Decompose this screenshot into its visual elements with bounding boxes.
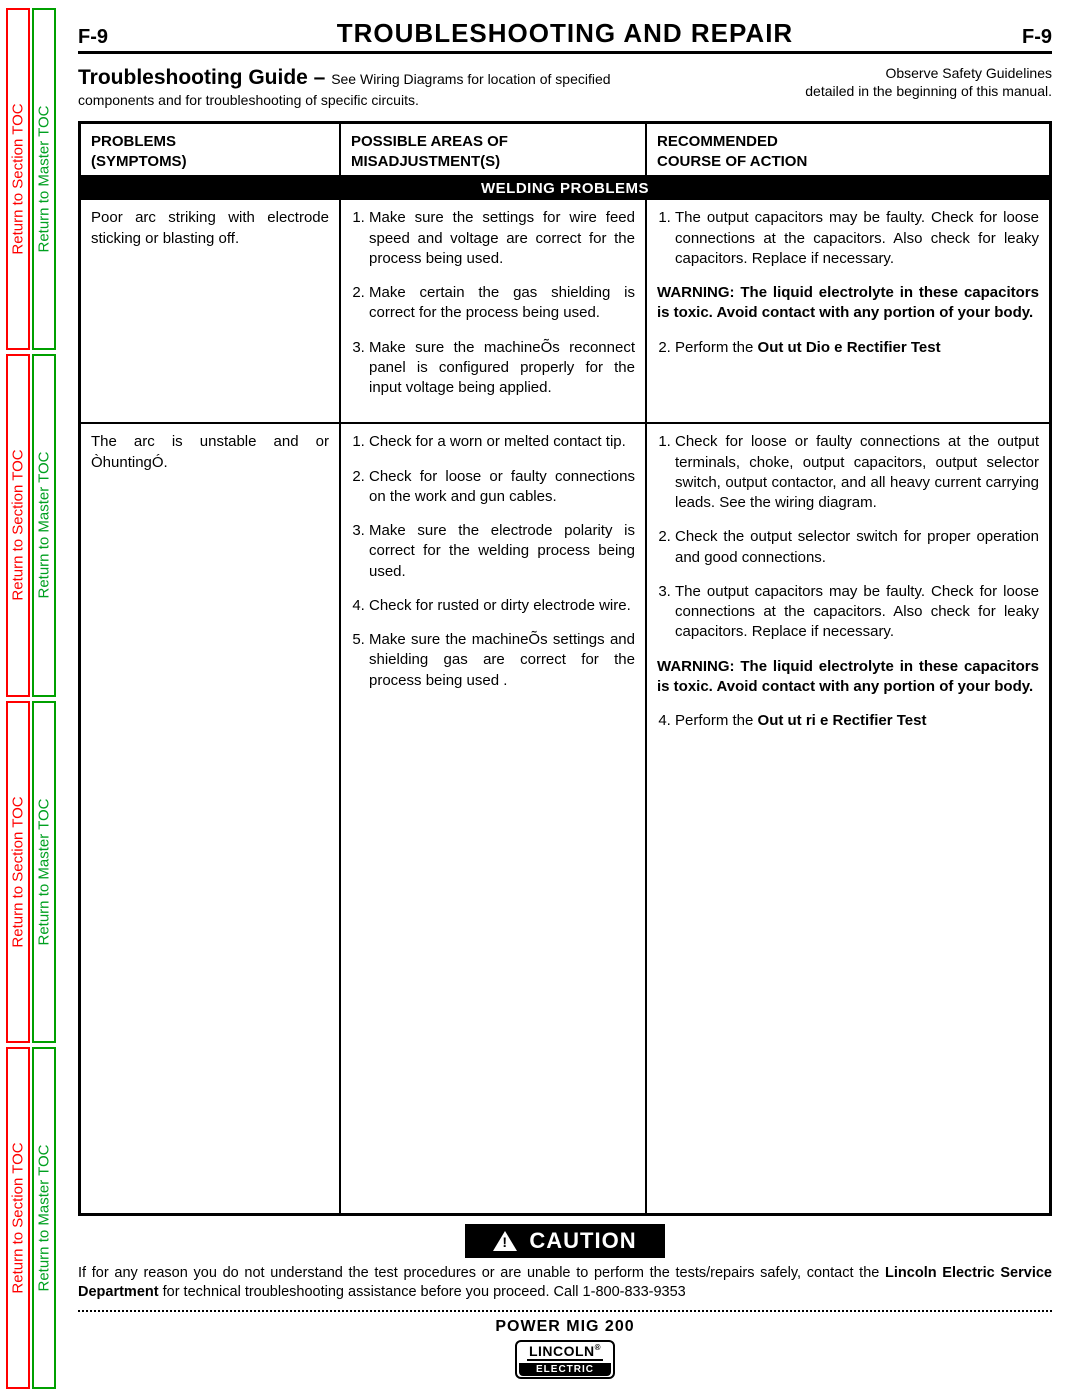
list-item: Check for loose or faulty connections on… <box>369 467 635 508</box>
logo-top-text: LINCOLN <box>529 1343 595 1359</box>
list-item: Perform the Out ut ri e Rectifier Test <box>675 711 1039 731</box>
col2-line2: MISADJUSTMENT(S) <box>351 153 500 170</box>
master-toc-label: Return to Master TOC <box>36 106 53 253</box>
section-toc-link[interactable]: Return to Section TOC <box>6 8 30 350</box>
category-banner: WELDING PROBLEMS <box>81 177 1049 200</box>
list-item: Check for rusted or dirty electrode wire… <box>369 596 635 616</box>
guide-title: Troubleshooting Guide <box>78 66 308 89</box>
list-item: Check the output selector switch for pro… <box>675 527 1039 568</box>
intro-row: Troubleshooting Guide – See Wiring Diagr… <box>78 64 1052 109</box>
safety-line1: Observe Safety Guidelines <box>885 65 1052 81</box>
section-toc-column: Return to Section TOC Return to Section … <box>6 6 30 1391</box>
logo-reg: ® <box>595 1343 601 1352</box>
col2-line1: POSSIBLE AREAS OF <box>351 133 508 150</box>
master-toc-link[interactable]: Return to Master TOC <box>32 1047 56 1389</box>
guide-intro: Troubleshooting Guide – See Wiring Diagr… <box>78 64 689 109</box>
troubleshooting-table: PROBLEMS (SYMPTOMS) POSSIBLE AREAS OF MI… <box>78 121 1052 1215</box>
col3-line1: RECOMMENDED <box>657 133 778 150</box>
page-content: F-9 TROUBLESHOOTING AND REPAIR F-9 Troub… <box>78 18 1052 1379</box>
list-item: Check for a worn or melted contact tip. <box>369 432 635 452</box>
page-footer: POWER MIG 200 LINCOLN® ELECTRIC <box>78 1318 1052 1379</box>
action-cell: Check for loose or faulty connections at… <box>647 424 1049 1212</box>
warning-text: WARNING: The liquid electrolyte in these… <box>657 657 1039 698</box>
caution-label: CAUTION <box>529 1228 636 1254</box>
model-number: POWER MIG 200 <box>78 1318 1052 1336</box>
action-prefix: Perform the <box>675 712 758 729</box>
problem-cell: The arc is unstable and or ÒhuntingÓ. <box>81 424 341 1212</box>
table-row: Poor arc striking with electrode stickin… <box>81 200 1049 422</box>
list-item: The output capacitors may be faulty. Che… <box>675 208 1039 269</box>
master-toc-link[interactable]: Return to Master TOC <box>32 701 56 1043</box>
col-header-action: RECOMMENDED COURSE OF ACTION <box>647 124 1049 175</box>
logo-sub: ELECTRIC <box>519 1363 611 1376</box>
list-item: Make certain the gas shielding is correc… <box>369 283 635 324</box>
side-toc-tabs: Return to Section TOC Return to Section … <box>6 6 58 1391</box>
section-toc-label: Return to Section TOC <box>10 796 27 947</box>
lincoln-logo: LINCOLN® ELECTRIC <box>515 1340 615 1379</box>
list-item: Check for loose or faulty connections at… <box>675 432 1039 513</box>
divider <box>78 1310 1052 1312</box>
caution-section: CAUTION <box>78 1224 1052 1258</box>
logo-brand: LINCOLN® <box>527 1344 603 1361</box>
master-toc-label: Return to Master TOC <box>36 452 53 599</box>
list-item: Make sure the machineÕs settings and shi… <box>369 630 635 691</box>
table-header-row: PROBLEMS (SYMPTOMS) POSSIBLE AREAS OF MI… <box>81 124 1049 177</box>
section-toc-label: Return to Section TOC <box>10 450 27 601</box>
caution-before: If for any reason you do not understand … <box>78 1265 885 1281</box>
action-cell: The output capacitors may be faulty. Che… <box>647 200 1049 422</box>
section-toc-label: Return to Section TOC <box>10 1142 27 1293</box>
master-toc-link[interactable]: Return to Master TOC <box>32 8 56 350</box>
section-toc-link[interactable]: Return to Section TOC <box>6 701 30 1043</box>
warning-text: WARNING: The liquid electrolyte in these… <box>657 283 1039 324</box>
problem-cell: Poor arc striking with electrode stickin… <box>81 200 341 422</box>
action-prefix: Perform the <box>675 339 758 356</box>
section-toc-link[interactable]: Return to Section TOC <box>6 1047 30 1389</box>
master-toc-link[interactable]: Return to Master TOC <box>32 354 56 696</box>
caution-after: for technical troubleshooting assistance… <box>159 1284 686 1300</box>
caution-text: If for any reason you do not understand … <box>78 1264 1052 1302</box>
page-number-left: F-9 <box>78 26 108 49</box>
page-title: TROUBLESHOOTING AND REPAIR <box>337 18 793 49</box>
col1-line2: (SYMPTOMS) <box>91 153 187 170</box>
list-item: The output capacitors may be faulty. Che… <box>675 582 1039 643</box>
page-header: F-9 TROUBLESHOOTING AND REPAIR F-9 <box>78 18 1052 54</box>
master-toc-column: Return to Master TOC Return to Master TO… <box>32 6 56 1391</box>
col-header-misadjust: POSSIBLE AREAS OF MISADJUSTMENT(S) <box>341 124 647 175</box>
col-header-problems: PROBLEMS (SYMPTOMS) <box>81 124 341 175</box>
safety-note: Observe Safety Guidelines detailed in th… <box>689 64 1052 109</box>
table-body: Poor arc striking with electrode stickin… <box>81 200 1049 1212</box>
caution-badge: CAUTION <box>465 1224 664 1258</box>
warning-triangle-icon <box>493 1231 517 1251</box>
list-item: Make sure the machineÕs reconnect panel … <box>369 338 635 399</box>
action-bold: Out ut Dio e Rectifier Test <box>758 339 941 356</box>
master-toc-label: Return to Master TOC <box>36 798 53 945</box>
misadjust-cell: Make sure the settings for wire feed spe… <box>341 200 647 422</box>
col1-line1: PROBLEMS <box>91 133 176 150</box>
misadjust-cell: Check for a worn or melted contact tip. … <box>341 424 647 1212</box>
list-item: Perform the Out ut Dio e Rectifier Test <box>675 338 1039 358</box>
section-toc-label: Return to Section TOC <box>10 104 27 255</box>
safety-line2: detailed in the beginning of this manual… <box>805 83 1052 99</box>
master-toc-label: Return to Master TOC <box>36 1144 53 1291</box>
action-bold: Out ut ri e Rectifier Test <box>758 712 927 729</box>
guide-dash: – <box>308 66 331 89</box>
table-row: The arc is unstable and or ÒhuntingÓ. Ch… <box>81 422 1049 1212</box>
section-toc-link[interactable]: Return to Section TOC <box>6 354 30 696</box>
page-number-right: F-9 <box>1022 26 1052 49</box>
col3-line2: COURSE OF ACTION <box>657 153 807 170</box>
list-item: Make sure the electrode polarity is corr… <box>369 521 635 582</box>
list-item: Make sure the settings for wire feed spe… <box>369 208 635 269</box>
